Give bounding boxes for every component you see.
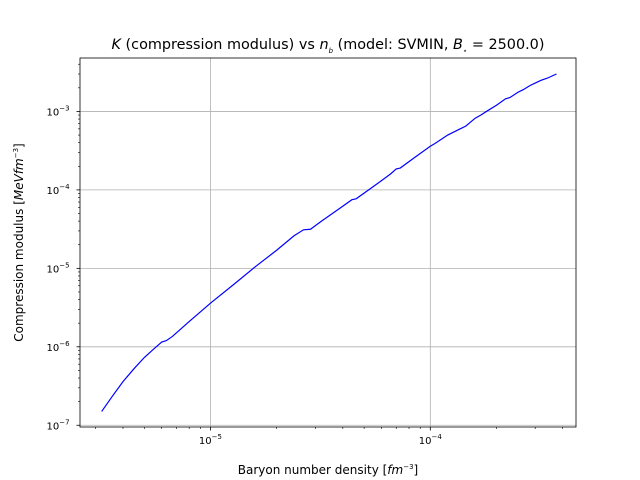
y-tick-label: 10−5	[46, 261, 69, 275]
y-axis-label: Compression modulus [MeVfm−3]	[12, 143, 26, 342]
y-tick-label: 10−4	[46, 183, 70, 197]
x-tick-label: 10−4	[419, 433, 443, 447]
y-tick-label: 10−7	[46, 418, 69, 432]
grid	[80, 58, 576, 427]
plot-frame	[79, 57, 577, 428]
axis-ticks: 10−5 10−4 10−7 10−6 10−5 10−4 10−3	[46, 63, 563, 447]
series-line	[101, 73, 557, 412]
x-axis-label: Baryon number density [fm−3]	[238, 463, 418, 477]
y-tick-label: 10−6	[46, 340, 70, 354]
chart-title: K (compression modulus) vs nb (model: SV…	[112, 37, 545, 55]
y-tick-label: 10−3	[46, 104, 69, 118]
x-tick-label: 10−5	[199, 433, 222, 447]
